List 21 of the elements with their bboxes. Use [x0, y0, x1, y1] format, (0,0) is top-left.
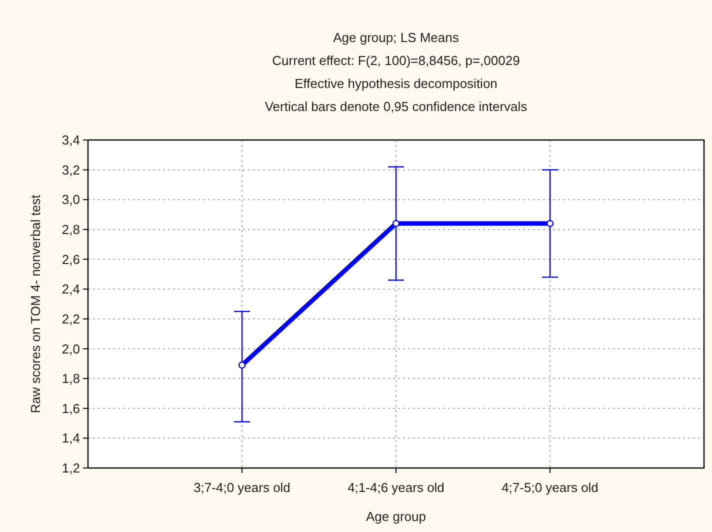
y-tick-label: 2,4: [62, 282, 80, 297]
x-tick-label: 4;1-4;6 years old: [348, 480, 444, 495]
x-tick-label: 3;7-4;0 years old: [194, 480, 290, 495]
text: Vertical bars denote 0,95 confidence intervals: [264, 99, 528, 114]
y-tick-label: 1,8: [62, 371, 80, 386]
y-tick-label: 2,8: [62, 222, 80, 238]
x-axis-title: Age group: [366, 509, 426, 524]
y-tick-label: 1,6: [62, 400, 80, 416]
text: Effective hypothesis decomposition: [294, 76, 498, 91]
y-tick-label: 1,2: [62, 460, 80, 476]
y-tick-label: 2,2: [62, 311, 80, 326]
y-tick-label: 1,4: [62, 430, 80, 446]
y-tick-label: 2,0: [62, 341, 80, 356]
y-tick-label: 3,0: [62, 192, 80, 208]
y-tick-label: 3,4: [62, 132, 80, 148]
y-tick-label: 3,2: [62, 162, 80, 178]
chart-subtitle: Current effect: F(2, 100)=8,8456, p=,00029: [272, 53, 520, 68]
chart-title: Age group; LS Means: [333, 30, 460, 45]
x-tick-label: 4;7-5;0 years old: [502, 480, 598, 495]
y-tick-label: 2,6: [62, 252, 80, 267]
y-axis-title: Raw scores on TOM 4- nonverbal test: [28, 194, 43, 414]
